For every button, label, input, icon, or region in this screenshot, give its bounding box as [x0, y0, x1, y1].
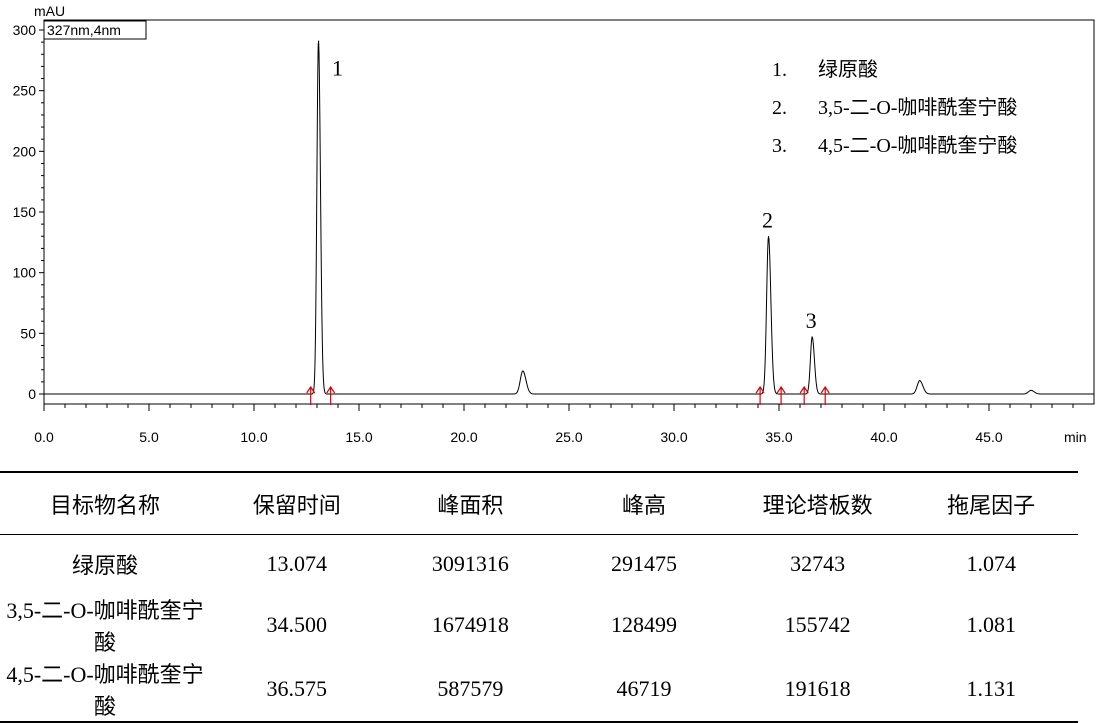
- table-cell: 1674918: [431, 612, 509, 637]
- integration-marker: [820, 385, 830, 405]
- table-cell: 1.074: [966, 551, 1016, 576]
- table-cell: 36.575: [210, 657, 384, 723]
- peak-labels-group: 1 2 3: [332, 56, 817, 333]
- table-cell: 128499: [610, 612, 677, 637]
- table-cell: 1.131: [904, 657, 1078, 723]
- x-tick-label: 25.0: [555, 429, 582, 445]
- x-tick-label: 10.0: [240, 429, 267, 445]
- chromatogram-trace: [44, 40, 1094, 395]
- legend-label: 3,5-二-O-咖啡酰奎宁酸: [818, 96, 1017, 119]
- legend-label: 4,5-二-O-咖啡酰奎宁酸: [818, 134, 1017, 157]
- peak-label: 3: [806, 308, 817, 333]
- integration-marker: [755, 385, 765, 405]
- header-retention-time: 保留时间: [210, 471, 384, 535]
- integration-marker: [306, 385, 316, 405]
- table-header-row: 目标物名称 保留时间 峰面积 峰高 理论塔板数 拖尾因子: [0, 471, 1078, 535]
- legend-number: 2.: [772, 97, 787, 119]
- x-tick-label: 0.0: [34, 429, 54, 445]
- table-cell: 46719: [557, 657, 731, 723]
- table-cell: 191618: [730, 657, 905, 723]
- header-peak-height: 峰高: [557, 471, 731, 535]
- y-tick-label: 200: [13, 143, 37, 159]
- legend-number: 1.: [772, 59, 787, 81]
- y-axis-label: mAU: [34, 3, 65, 19]
- y-tick-label: 0: [28, 386, 36, 402]
- table-row: 4,5-二-O-咖啡酰奎宁酸 36.575 587579 46719 19161…: [0, 657, 1078, 723]
- table-cell: 绿原酸: [71, 553, 138, 578]
- peak-label: 2: [762, 207, 773, 232]
- y-tick-label: 300: [13, 22, 37, 38]
- x-tick-label: 35.0: [765, 429, 792, 445]
- header-theoretical-plates: 理论塔板数: [730, 471, 905, 535]
- header-tailing-factor: 拖尾因子: [904, 471, 1078, 535]
- header-peak-area: 峰面积: [383, 471, 558, 535]
- table-row: 3,5-二-O-咖啡酰奎宁酸 34.500 1674918 128499 155…: [0, 593, 1078, 657]
- y-tick-label: 50: [20, 325, 36, 341]
- channel-label-box: [43, 20, 147, 40]
- x-tick-label: 20.0: [450, 429, 477, 445]
- table-cell: 13.074: [266, 551, 328, 576]
- table-cell: 587579: [383, 657, 558, 723]
- channel-label: 327nm,4nm: [47, 22, 121, 38]
- table-cell: 32743: [790, 551, 846, 576]
- plot-frame: [43, 19, 1095, 405]
- table-row: 绿原酸 13.074 3091316 291475 32743 1.074: [0, 535, 1078, 594]
- header-compound-name: 目标物名称: [0, 471, 210, 535]
- x-tick-label: 45.0: [975, 429, 1002, 445]
- y-tick-label: 150: [13, 204, 37, 220]
- x-axis-label: min: [1064, 429, 1087, 445]
- legend: 1. 绿原酸 2. 3,5-二-O-咖啡酰奎宁酸 3. 4,5-二-O-咖啡酰奎宁酸: [772, 58, 1017, 157]
- table-cell: 291475: [610, 551, 677, 576]
- table-cell: 4,5-二-O-咖啡酰奎宁酸: [0, 657, 210, 723]
- x-tick-label: 30.0: [660, 429, 687, 445]
- legend-number: 3.: [772, 135, 787, 157]
- integration-markers: [306, 385, 830, 405]
- integration-marker: [799, 385, 809, 405]
- x-tick-label: 5.0: [139, 429, 159, 445]
- table-cell: 34.500: [266, 612, 328, 637]
- x-tick-label: 40.0: [870, 429, 897, 445]
- integration-marker: [326, 385, 336, 405]
- x-ticks-group: 0.0 5.0 10.0 15.0 20.0 25.0 30.0 35.0 40.0 45.0: [34, 404, 1074, 445]
- table-cell: 155742: [784, 612, 851, 637]
- legend-label: 绿原酸: [818, 58, 878, 81]
- peak-label: 1: [332, 56, 343, 81]
- table-cell: 3091316: [431, 551, 509, 576]
- y-tick-label: 100: [13, 265, 37, 281]
- y-tick-label: 250: [13, 83, 37, 99]
- table-cell: 3,5-二-O-咖啡酰奎宁酸: [6, 598, 204, 655]
- y-ticks-group: 0 50 100 150 200 250 300: [13, 22, 44, 402]
- table-cell: 1.081: [966, 612, 1016, 637]
- x-tick-label: 15.0: [345, 429, 372, 445]
- integration-marker: [776, 385, 786, 405]
- results-table: 目标物名称 保留时间 峰面积 峰高 理论塔板数 拖尾因子 绿原酸 13.074 …: [0, 471, 1078, 723]
